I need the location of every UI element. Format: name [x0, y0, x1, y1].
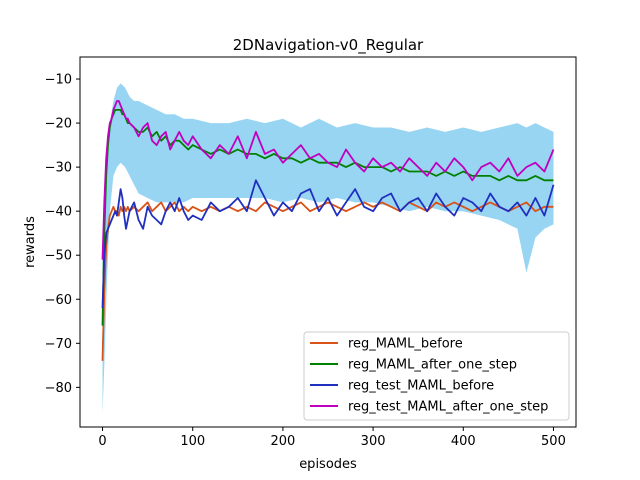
x-tick-label: 100	[180, 434, 205, 449]
legend-label: reg_MAML_before	[348, 337, 463, 352]
y-tick-label: −10	[45, 73, 72, 88]
y-tick-label: −30	[45, 161, 72, 176]
legend-label: reg_test_MAML_before	[348, 379, 494, 394]
y-tick-label: −60	[45, 293, 72, 308]
series-lines-layer	[101, 100, 555, 361]
legend-label: reg_MAML_after_one_step	[348, 358, 517, 373]
y-tick-label: −80	[45, 381, 72, 396]
y-tick-label: −20	[45, 117, 72, 132]
chart-title: 2DNavigation-v0_Regular	[233, 36, 424, 55]
x-tick-label: 0	[98, 434, 106, 449]
series-line-3	[101, 179, 555, 309]
plot-frame	[79, 56, 577, 428]
x-axis-label: episodes	[299, 457, 357, 472]
x-tick-label: 200	[270, 434, 295, 449]
legend: reg_MAML_before reg_MAML_after_one_stepre…	[303, 331, 570, 421]
y-tick-label: −50	[45, 249, 72, 264]
y-tick-label: −70	[45, 337, 72, 352]
y-axis-ticks: −80 −70 −60 −50 −40 −30 −20 −10	[45, 73, 80, 396]
legend-label: reg_test_MAML_after_one_step	[348, 400, 548, 415]
x-tick-label: 300	[361, 434, 386, 449]
x-tick-label: 400	[451, 434, 476, 449]
series-line-4	[101, 100, 555, 260]
x-tick-label: 500	[541, 434, 566, 449]
x-axis-ticks: 0 100 200 300 400 500	[98, 427, 566, 449]
y-axis-label: rewards	[23, 216, 38, 268]
legend-box	[303, 331, 570, 421]
y-tick-label: −40	[45, 205, 72, 220]
